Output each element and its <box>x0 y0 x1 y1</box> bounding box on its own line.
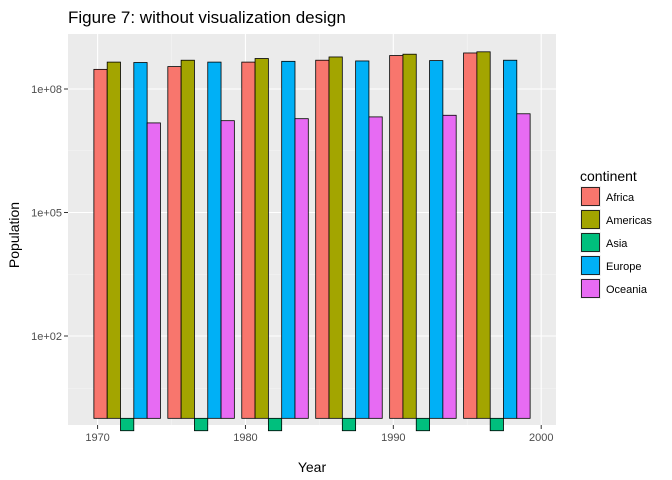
bar-oceania-1982 <box>294 118 309 419</box>
legend: continent Africa Americas Asia Europe Oceani… <box>580 168 652 299</box>
bar-africa-1992 <box>389 55 404 419</box>
bar-europe-1997 <box>503 59 518 419</box>
x-tick-label: 1990 <box>381 432 405 444</box>
legend-swatch-americas <box>581 210 600 229</box>
bars <box>93 51 531 432</box>
legend-swatch-oceania <box>581 279 600 298</box>
x-tick-label: 1980 <box>233 432 257 444</box>
bar-africa-1977 <box>167 66 182 419</box>
bar-africa-1982 <box>241 61 256 419</box>
y-tick-label: 1e+08 <box>31 84 62 96</box>
legend-swatch-africa <box>581 187 600 206</box>
bar-europe-1982 <box>281 60 296 419</box>
bar-europe-1972 <box>133 62 148 419</box>
y-tick-label: 1e+02 <box>31 331 62 343</box>
legend-label-oceania: Oceania <box>606 284 648 296</box>
bar-americas-1982 <box>254 58 269 419</box>
bar-asia-1977 <box>194 417 209 432</box>
bar-americas-1992 <box>402 53 417 419</box>
bar-asia-1972 <box>120 417 135 432</box>
bar-europe-1987 <box>355 60 370 419</box>
bar-oceania-1992 <box>442 114 457 419</box>
bar-oceania-1972 <box>146 122 161 419</box>
legend-label-americas: Americas <box>606 215 652 227</box>
chart-title: Figure 7: without visualization design <box>68 8 346 27</box>
legend-label-asia: Asia <box>606 238 628 250</box>
bar-oceania-1977 <box>220 120 235 419</box>
bar-asia-1992 <box>415 417 430 432</box>
bar-americas-1972 <box>106 61 121 419</box>
bar-americas-1997 <box>476 51 491 419</box>
bar-oceania-1997 <box>516 113 531 419</box>
bar-asia-1982 <box>267 417 283 432</box>
x-axis-label: Year <box>298 459 327 475</box>
x-tick-label: 2000 <box>529 432 553 444</box>
bar-africa-1972 <box>93 68 108 419</box>
bar-africa-1987 <box>315 59 330 419</box>
bar-asia-1997 <box>489 417 504 432</box>
legend-swatch-europe <box>581 256 600 275</box>
y-axis-label: Population <box>6 202 22 268</box>
bar-asia-1987 <box>341 417 357 432</box>
bar-oceania-1987 <box>368 116 383 419</box>
bar-africa-1997 <box>463 52 478 419</box>
legend-swatch-asia <box>581 233 600 252</box>
bar-europe-1977 <box>207 61 222 419</box>
legend-label-africa: Africa <box>606 192 635 204</box>
axes: 1970 1980 1990 2000 1e+02 1e+05 1e+08 <box>31 84 553 444</box>
x-tick-label: 1970 <box>85 432 109 444</box>
legend-label-europe: Europe <box>606 261 641 273</box>
legend-title: continent <box>580 168 637 184</box>
bar-americas-1977 <box>180 59 195 419</box>
bar-americas-1987 <box>328 56 343 419</box>
bar-europe-1992 <box>429 60 444 419</box>
y-tick-label: 1e+05 <box>31 208 62 220</box>
